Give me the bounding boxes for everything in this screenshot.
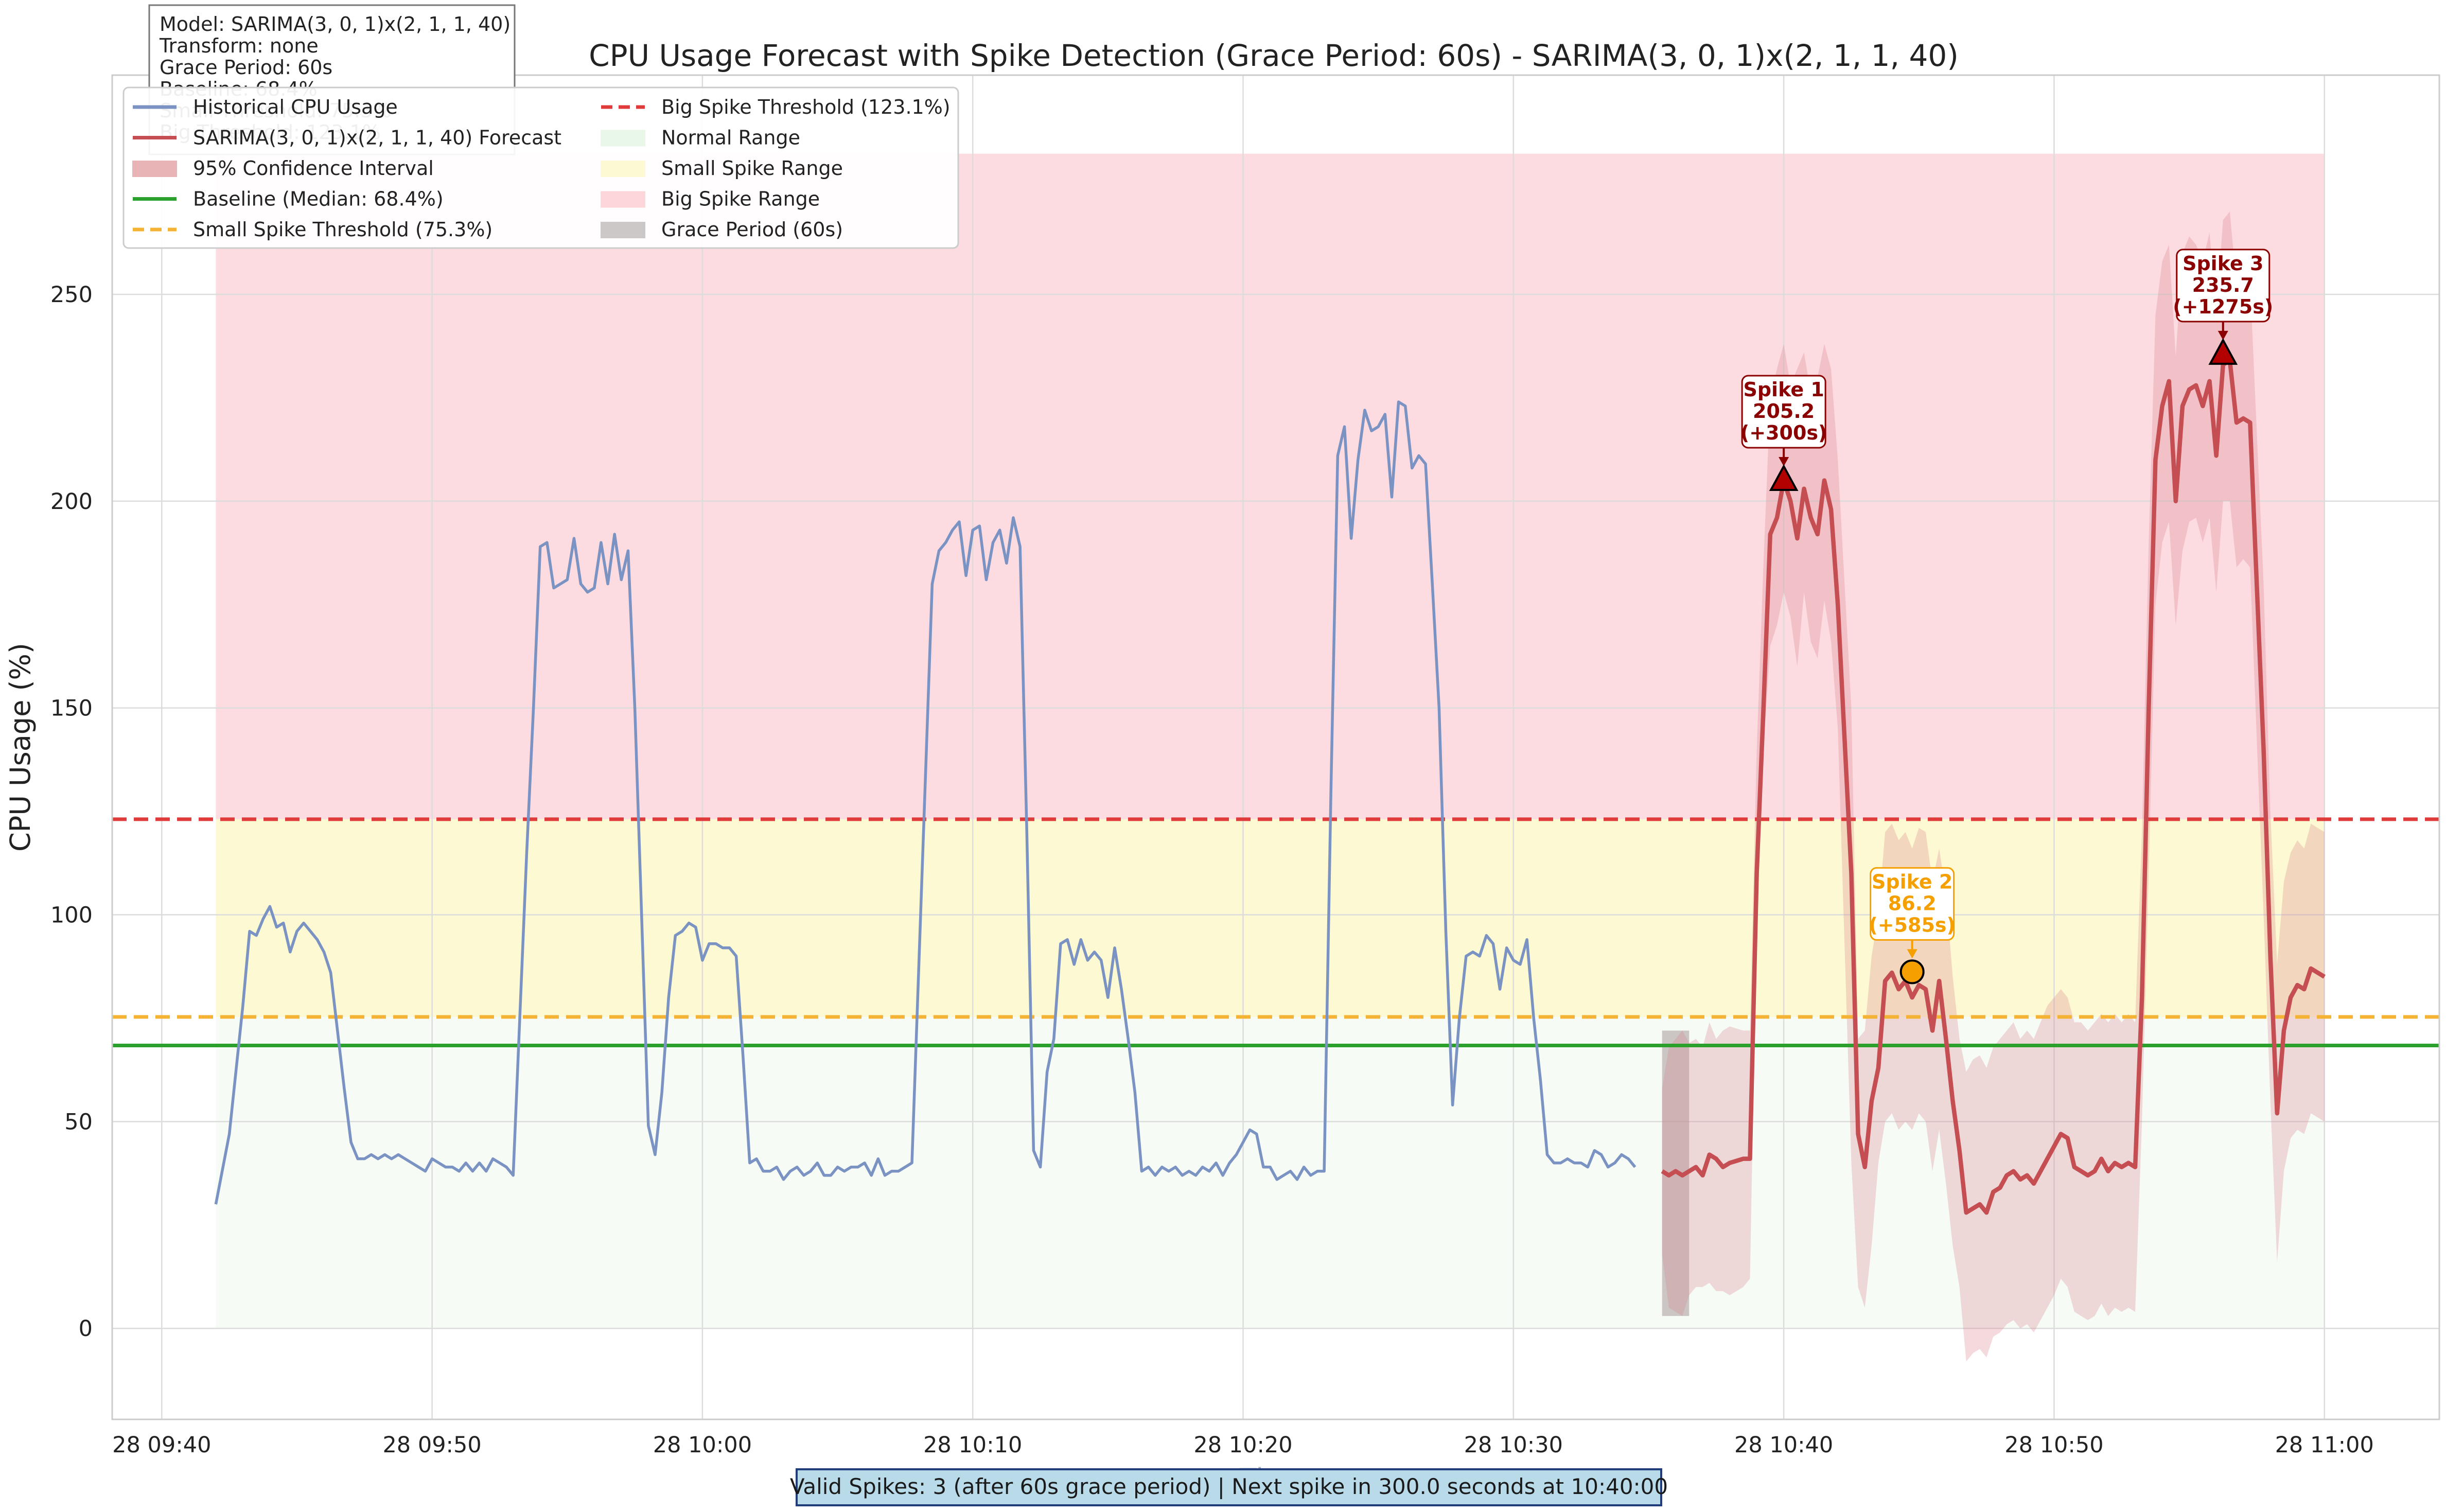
y-tick-label: 0 bbox=[79, 1316, 93, 1342]
info-box-line: Transform: none bbox=[159, 34, 319, 57]
x-tick-label: 28 10:40 bbox=[1734, 1432, 1833, 1458]
y-tick-label: 50 bbox=[64, 1109, 93, 1135]
annotation-text: Spike 1 bbox=[1743, 378, 1824, 401]
x-tick-label: 28 10:10 bbox=[923, 1432, 1022, 1458]
x-tick-label: 28 10:20 bbox=[1193, 1432, 1292, 1458]
legend-swatch bbox=[132, 161, 177, 177]
legend-label: Baseline (Median: 68.4%) bbox=[193, 188, 444, 210]
info-box-line: Grace Period: 60s bbox=[160, 56, 332, 79]
y-tick-label: 100 bbox=[50, 902, 93, 928]
annotation-arrowhead bbox=[1779, 457, 1789, 467]
x-tick-label: 28 10:30 bbox=[1464, 1432, 1563, 1458]
y-tick-label: 200 bbox=[50, 489, 93, 515]
annotation-box bbox=[1741, 375, 1826, 449]
chart-title: CPU Usage Forecast with Spike Detection … bbox=[589, 38, 1959, 73]
x-tick-label: 28 10:00 bbox=[653, 1432, 752, 1458]
plot-frame bbox=[111, 74, 2440, 1420]
annotation-text: (+300s) bbox=[1740, 421, 1827, 444]
annotation-text: (+1275s) bbox=[2173, 295, 2273, 318]
legend-swatch bbox=[601, 161, 645, 177]
status-text: Valid Spikes: 3 (after 60s grace period)… bbox=[790, 1474, 1668, 1499]
y-tick-label: 150 bbox=[50, 696, 93, 722]
legend-label: 95% Confidence Interval bbox=[193, 157, 434, 180]
historical-cpu-series bbox=[214, 400, 1636, 1205]
legend: Historical CPU Usage SARIMA(3, 0, 1)x(2, … bbox=[122, 86, 959, 249]
small-spike-range bbox=[216, 819, 2325, 1017]
annotation-text: 86.2 bbox=[1888, 892, 1937, 915]
legend-label: SARIMA(3, 0, 1)x(2, 1, 1, 40) Forecast bbox=[193, 127, 561, 149]
annotation-arrowhead bbox=[2218, 330, 2228, 340]
legend-swatch bbox=[601, 222, 645, 238]
legend-swatch bbox=[601, 191, 645, 208]
annotation-box bbox=[2176, 249, 2271, 323]
spike-marker-circle bbox=[1899, 959, 1925, 984]
y-axis-label: CPU Usage (%) bbox=[4, 643, 37, 852]
annotation-text: 235.7 bbox=[2192, 274, 2254, 296]
annotation-box bbox=[1870, 867, 1955, 941]
legend-label: Historical CPU Usage bbox=[193, 96, 398, 118]
annotation-text: (+585s) bbox=[1869, 913, 1956, 936]
legend-label: Big Spike Range bbox=[661, 188, 820, 210]
annotation-text: Spike 3 bbox=[2183, 252, 2263, 275]
info-box-line: Model: SARIMA(3, 0, 1)x(2, 1, 1, 40) bbox=[160, 13, 511, 36]
annotation-text: Spike 2 bbox=[1872, 870, 1952, 893]
status-box-frame bbox=[796, 1468, 1662, 1506]
legend-swatch bbox=[601, 130, 645, 147]
normal-range bbox=[216, 1017, 2325, 1329]
annotation-text: 205.2 bbox=[1753, 400, 1815, 423]
y-tick-label: 250 bbox=[50, 282, 93, 308]
forecast-series bbox=[1661, 358, 2326, 1215]
x-tick-label: 28 09:50 bbox=[382, 1432, 481, 1458]
legend-label: Grace Period (60s) bbox=[661, 218, 843, 241]
legend-label: Big Spike Threshold (123.1%) bbox=[661, 96, 951, 118]
status-box: Valid Spikes: 3 (after 60s grace period)… bbox=[790, 1468, 1668, 1506]
spike-marker-triangle bbox=[1769, 464, 1799, 491]
spike-marker-triangle bbox=[2208, 338, 2238, 365]
x-tick-label: 28 09:40 bbox=[112, 1432, 211, 1458]
x-tick-label: 28 11:00 bbox=[2275, 1432, 2374, 1458]
legend-label: Small Spike Threshold (75.3%) bbox=[193, 218, 492, 241]
legend-frame bbox=[122, 86, 959, 249]
annotation-arrowhead bbox=[1907, 949, 1917, 959]
x-tick-label: 28 10:50 bbox=[2004, 1432, 2103, 1458]
legend-label: Normal Range bbox=[661, 127, 800, 149]
legend-label: Small Spike Range bbox=[661, 157, 843, 180]
